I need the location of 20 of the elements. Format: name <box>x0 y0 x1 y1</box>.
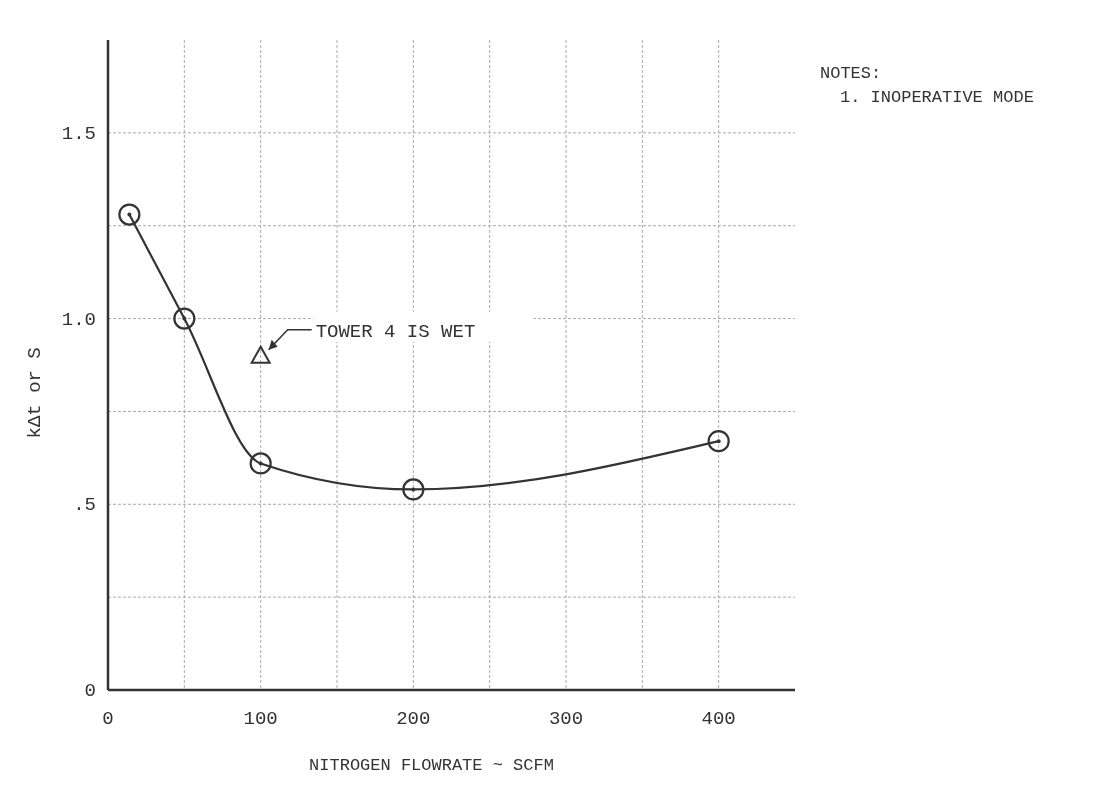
text: NOTES: <box>820 64 882 83</box>
y-tick-label: .5 <box>73 494 96 517</box>
point <box>249 452 272 475</box>
y-tick-label: 0 <box>84 680 96 702</box>
x-tick-label: 0 <box>102 708 114 730</box>
x-tick-label: 100 <box>243 708 278 730</box>
annotation: TOWER 4 IS WET <box>315 320 476 343</box>
y-axis-title: kΔt or S <box>24 347 46 439</box>
x-tick-label: 300 <box>548 708 584 730</box>
text: 1. INOPERATIVE MODE <box>840 88 1034 107</box>
y-tick-label: 1.5 <box>61 122 96 145</box>
point <box>402 478 425 501</box>
x-tick-label: 200 <box>396 708 431 730</box>
point <box>707 430 730 453</box>
y-tick-label: 1.0 <box>61 308 96 331</box>
point <box>250 345 271 364</box>
point <box>173 307 196 330</box>
x-tick-label: 400 <box>701 708 736 730</box>
x-axis-title: NITROGEN FLOWRATE ~ SCFM <box>309 756 554 775</box>
point <box>118 203 141 226</box>
